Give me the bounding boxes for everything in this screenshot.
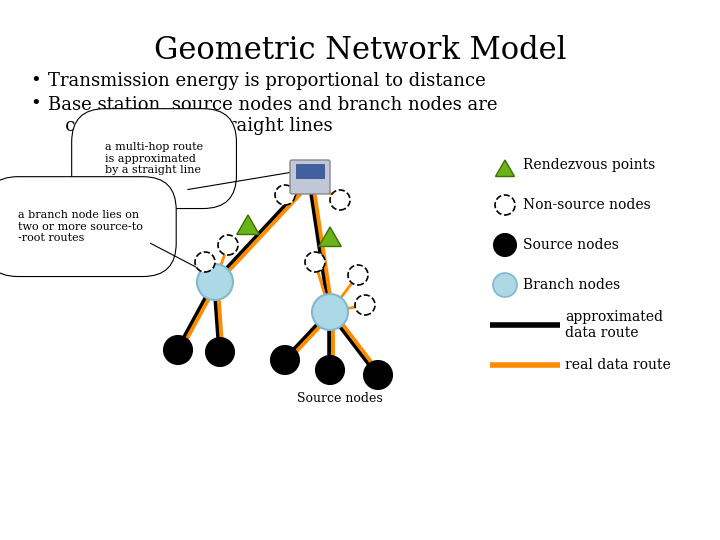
Circle shape bbox=[271, 346, 299, 374]
Circle shape bbox=[206, 338, 234, 366]
Polygon shape bbox=[319, 227, 341, 246]
FancyBboxPatch shape bbox=[290, 160, 330, 194]
Circle shape bbox=[275, 185, 295, 205]
Polygon shape bbox=[495, 160, 515, 177]
Text: Base station, source nodes and branch nodes are: Base station, source nodes and branch no… bbox=[48, 95, 498, 113]
Text: Geometric Network Model: Geometric Network Model bbox=[154, 35, 566, 66]
Bar bbox=[296, 164, 324, 178]
Text: Transmission energy is proportional to distance: Transmission energy is proportional to d… bbox=[48, 72, 486, 90]
Text: •: • bbox=[30, 72, 41, 90]
Text: •: • bbox=[30, 95, 41, 113]
Text: Source nodes: Source nodes bbox=[523, 238, 619, 252]
Circle shape bbox=[164, 336, 192, 364]
Text: Non-source nodes: Non-source nodes bbox=[523, 198, 651, 212]
Circle shape bbox=[195, 252, 215, 272]
Text: a branch node lies on
two or more source-to
-root routes: a branch node lies on two or more source… bbox=[18, 210, 143, 243]
Circle shape bbox=[312, 294, 348, 330]
Circle shape bbox=[494, 234, 516, 256]
Text: data route: data route bbox=[565, 326, 639, 340]
Circle shape bbox=[218, 235, 238, 255]
Text: Branch nodes: Branch nodes bbox=[523, 278, 620, 292]
Text: Source nodes: Source nodes bbox=[297, 392, 383, 405]
Text: real data route: real data route bbox=[565, 358, 671, 372]
Circle shape bbox=[495, 195, 515, 215]
Circle shape bbox=[197, 264, 233, 300]
Circle shape bbox=[316, 356, 344, 384]
Circle shape bbox=[355, 295, 375, 315]
Circle shape bbox=[330, 190, 350, 210]
Text: a multi-hop route
is approximated
by a straight line: a multi-hop route is approximated by a s… bbox=[105, 142, 203, 175]
Text: connected with straight lines: connected with straight lines bbox=[48, 117, 333, 135]
Text: Rendezvous points: Rendezvous points bbox=[523, 158, 655, 172]
Circle shape bbox=[305, 252, 325, 272]
Polygon shape bbox=[237, 215, 259, 234]
Text: approximated: approximated bbox=[565, 310, 663, 324]
Circle shape bbox=[348, 265, 368, 285]
Circle shape bbox=[364, 361, 392, 389]
Circle shape bbox=[493, 273, 517, 297]
